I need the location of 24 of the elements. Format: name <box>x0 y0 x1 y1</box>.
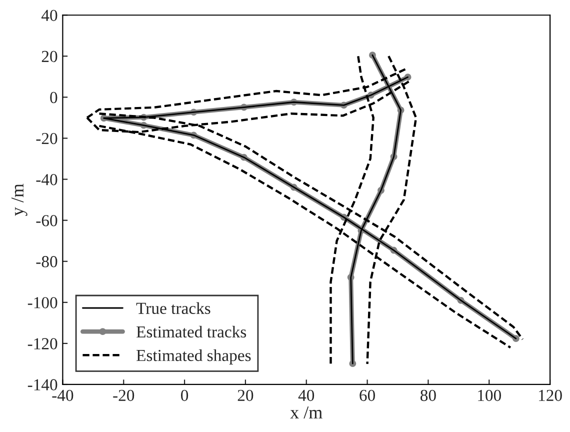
y-tick-label: -80 <box>36 256 58 268</box>
y-tick-label: -140 <box>28 379 58 390</box>
x-tick-label: 120 <box>539 390 562 402</box>
x-tick-label: 40 <box>298 390 314 402</box>
x-tick-label: 80 <box>420 390 436 402</box>
y-tick-label: 40 <box>42 10 58 22</box>
legend-label: Estimated tracks <box>136 326 246 338</box>
y-tick-label: -60 <box>36 215 58 226</box>
y-tick-label: -40 <box>36 174 58 186</box>
legend-label: Estimated shapes <box>136 349 251 364</box>
x-tick-label: -20 <box>113 390 134 402</box>
x-tick-label: 0 <box>181 390 188 402</box>
y-axis-title: y /m <box>11 184 28 216</box>
x-tick-label: 20 <box>238 390 254 402</box>
x-axis-title: x /m <box>290 406 322 419</box>
x-tick-label: 60 <box>360 390 375 402</box>
y-tick-label: 0 <box>50 92 58 104</box>
legend-label: True tracks <box>136 302 210 314</box>
y-tick-label: -120 <box>28 338 58 350</box>
y-tick-label: -20 <box>36 132 58 144</box>
x-tick-label: 100 <box>478 390 501 402</box>
y-tick-label: -100 <box>28 297 58 308</box>
y-tick-label: 20 <box>42 50 58 62</box>
x-tick-label: -40 <box>52 390 74 402</box>
